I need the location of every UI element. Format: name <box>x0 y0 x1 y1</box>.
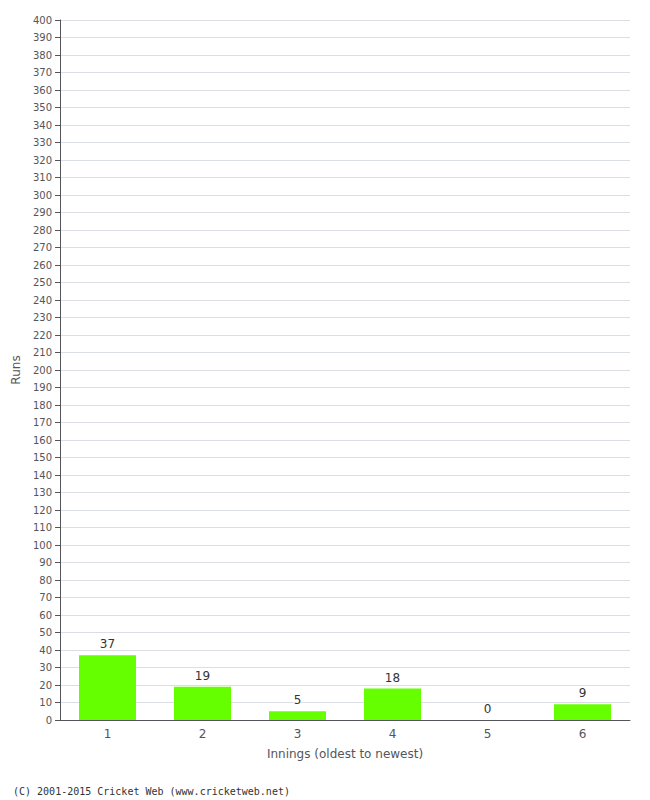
svg-text:80: 80 <box>39 575 52 586</box>
svg-text:1: 1 <box>104 727 112 741</box>
svg-text:70: 70 <box>39 592 52 603</box>
svg-text:350: 350 <box>33 102 52 113</box>
svg-text:260: 260 <box>33 260 52 271</box>
svg-text:150: 150 <box>33 452 52 463</box>
svg-text:320: 320 <box>33 155 52 166</box>
svg-text:330: 330 <box>33 137 52 148</box>
svg-text:400: 400 <box>33 15 52 26</box>
svg-text:130: 130 <box>33 487 52 498</box>
svg-text:6: 6 <box>579 727 587 741</box>
svg-text:200: 200 <box>33 365 52 376</box>
svg-text:40: 40 <box>39 645 52 656</box>
svg-text:290: 290 <box>33 207 52 218</box>
svg-text:180: 180 <box>33 400 52 411</box>
svg-text:240: 240 <box>33 295 52 306</box>
svg-text:20: 20 <box>39 680 52 691</box>
svg-text:30: 30 <box>39 662 52 673</box>
svg-text:220: 220 <box>33 330 52 341</box>
svg-text:160: 160 <box>33 435 52 446</box>
svg-text:120: 120 <box>33 505 52 516</box>
svg-text:100: 100 <box>33 540 52 551</box>
svg-text:60: 60 <box>39 610 52 621</box>
svg-text:50: 50 <box>39 627 52 638</box>
svg-text:37: 37 <box>100 637 115 651</box>
svg-text:Innings (oldest to newest): Innings (oldest to newest) <box>267 747 423 761</box>
svg-text:3: 3 <box>294 727 302 741</box>
svg-text:370: 370 <box>33 67 52 78</box>
svg-text:170: 170 <box>33 417 52 428</box>
svg-text:19: 19 <box>195 669 210 683</box>
svg-text:210: 210 <box>33 347 52 358</box>
svg-text:9: 9 <box>579 686 587 700</box>
svg-text:5: 5 <box>484 727 492 741</box>
svg-text:90: 90 <box>39 557 52 568</box>
svg-text:2: 2 <box>199 727 207 741</box>
svg-text:140: 140 <box>33 470 52 481</box>
svg-text:5: 5 <box>294 693 302 707</box>
svg-text:300: 300 <box>33 190 52 201</box>
svg-text:310: 310 <box>33 172 52 183</box>
svg-text:250: 250 <box>33 277 52 288</box>
svg-text:4: 4 <box>389 727 397 741</box>
svg-text:0: 0 <box>484 702 492 716</box>
svg-text:Runs: Runs <box>9 355 23 384</box>
svg-text:190: 190 <box>33 382 52 393</box>
svg-text:340: 340 <box>33 120 52 131</box>
svg-text:280: 280 <box>33 225 52 236</box>
svg-text:0: 0 <box>46 715 52 726</box>
svg-text:18: 18 <box>385 671 400 685</box>
svg-text:360: 360 <box>33 85 52 96</box>
svg-text:230: 230 <box>33 312 52 323</box>
svg-text:110: 110 <box>33 522 52 533</box>
svg-text:270: 270 <box>33 242 52 253</box>
svg-text:(C) 2001-2015 Cricket Web (www: (C) 2001-2015 Cricket Web (www.cricketwe… <box>13 786 290 797</box>
svg-text:390: 390 <box>33 32 52 43</box>
svg-text:380: 380 <box>33 50 52 61</box>
svg-text:10: 10 <box>39 697 52 708</box>
